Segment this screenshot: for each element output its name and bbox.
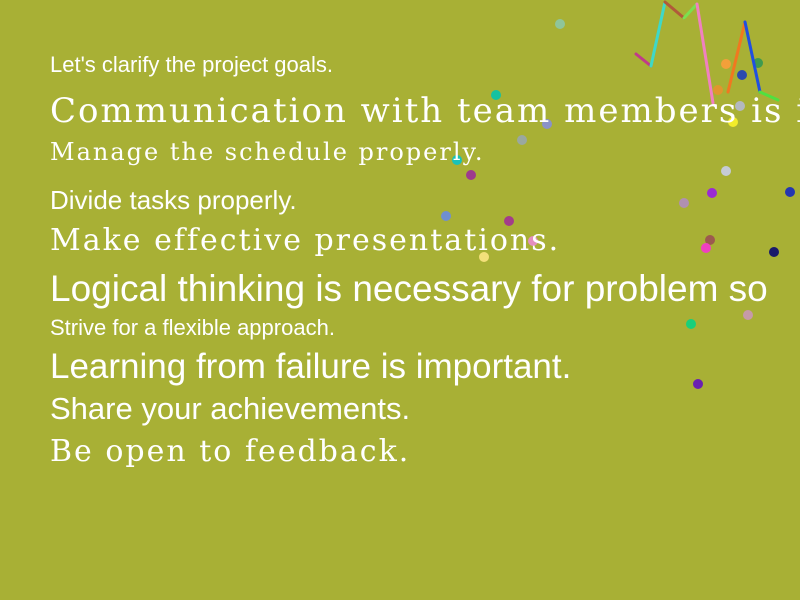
confetti-dot [721,166,731,176]
confetti-dot [735,101,745,111]
confetti-stroke [663,0,686,20]
confetti-dot [452,155,462,165]
confetti-dot [504,216,514,226]
confetti-dot [713,85,723,95]
confetti-dot [693,379,703,389]
confetti-stroke [695,2,715,105]
confetti-dot [517,135,527,145]
confetti-dot [466,170,476,180]
text-line-presentations: Make effective presentations. [50,223,561,258]
text-line-share-achievements: Share your achievements. [50,391,411,426]
confetti-dot [441,211,451,221]
confetti-dot [728,117,738,127]
confetti-dot [479,252,489,262]
confetti-dot [721,59,731,69]
confetti-stroke [743,20,762,94]
confetti-strokes [634,0,780,105]
confetti-dot [701,243,711,253]
text-line-flexible-approach: Strive for a flexible approach. [50,315,335,340]
confetti-dot [737,70,747,80]
confetti-dot [785,187,795,197]
confetti-dot [491,90,501,100]
text-line-communication: Communication with team members is imp [50,91,800,131]
confetti-dot [686,319,696,329]
confetti-stroke [649,0,667,68]
confetti-dot [555,19,565,29]
confetti-stroke [726,20,747,94]
confetti-dot [743,310,753,320]
confetti-dot [542,119,552,129]
text-line-schedule: Manage the schedule properly. [50,138,485,166]
text-line-logical-thinking: Logical thinking is necessary for proble… [50,268,768,309]
confetti-dot [769,247,779,257]
text-line-project-goals: Let's clarify the project goals. [50,52,334,77]
confetti-dot [705,235,715,245]
text-line-feedback: Be open to feedback. [50,434,411,469]
confetti-stroke [758,90,780,102]
confetti-dot [528,236,538,246]
confetti-stroke [634,52,653,68]
text-line-learning-from-failure: Learning from failure is important. [50,347,572,386]
confetti-stroke [682,2,699,20]
text-line-divide-tasks: Divide tasks properly. [50,185,297,215]
confetti-dot [679,198,689,208]
confetti-dot [707,188,717,198]
confetti-dots [441,19,795,389]
